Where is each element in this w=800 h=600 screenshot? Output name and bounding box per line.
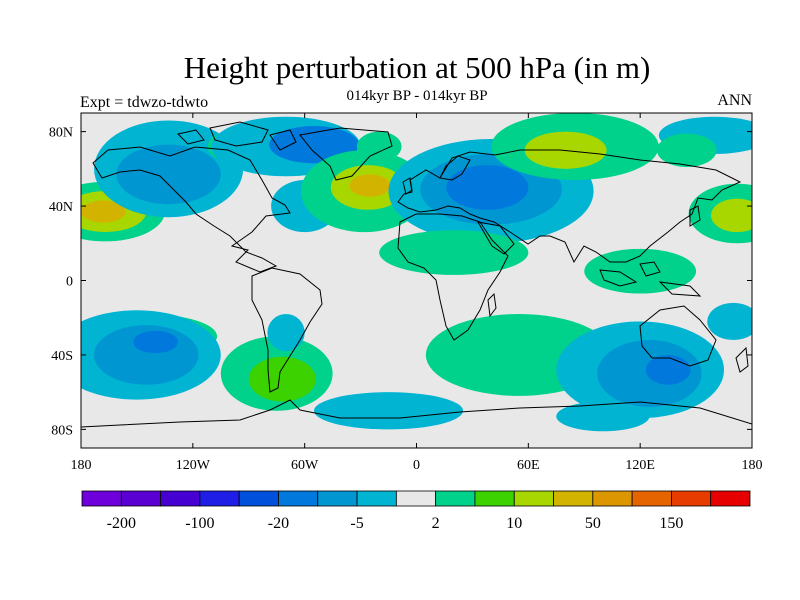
contour-region-22 <box>656 133 717 167</box>
colorbar-swatch <box>671 490 712 507</box>
lon-tick-label: 60E <box>517 458 540 473</box>
latitude-axis: 80N 40N 0 40S 80S <box>49 126 752 438</box>
lon-tick-label: 120W <box>176 458 211 473</box>
colorbar-swatch <box>395 490 437 507</box>
lat-tick-label: 40N <box>49 200 73 215</box>
lon-tick-label: 180 <box>71 458 92 473</box>
contour-region-35 <box>556 401 650 432</box>
contour-region-36 <box>707 302 752 341</box>
contour-region-14 <box>356 131 402 162</box>
colorbar-swatch <box>435 490 476 507</box>
colorbar: -200 -100 -20 -5 2 10 50 150 <box>81 490 751 532</box>
colorbar-swatch <box>631 490 672 507</box>
contour-region-29 <box>267 314 305 352</box>
contour-region-18 <box>379 230 529 275</box>
contour-region-37 <box>584 248 697 294</box>
colorbar-swatch <box>81 490 122 507</box>
colorbar-swatch <box>513 490 554 507</box>
lon-tick-label: 180 <box>742 458 763 473</box>
colorbar-label: -200 <box>107 515 136 532</box>
contour-region-9 <box>269 126 359 164</box>
contour-region-6 <box>116 144 221 205</box>
contour-region-13 <box>349 174 391 197</box>
colorbar-swatch <box>199 490 240 507</box>
subtitle: 014kyr BP - 014kyr BP <box>346 88 488 104</box>
colorbar-swatch <box>120 490 161 507</box>
colorbar-label: 150 <box>659 515 683 532</box>
experiment-label: Expt = tdwzo-tdwto <box>80 94 209 111</box>
lat-tick-label: 80S <box>51 423 73 438</box>
lon-tick-label: 120E <box>625 458 655 473</box>
colorbar-label: -5 <box>350 515 363 532</box>
colorbar-label: 2 <box>432 515 440 532</box>
season-label: ANN <box>717 92 752 109</box>
colorbar-label: 10 <box>506 515 522 532</box>
lat-tick-label: 80N <box>49 126 73 141</box>
colorbar-swatch <box>710 490 751 507</box>
colorbar-swatch <box>592 490 633 507</box>
colorbar-swatch <box>238 490 279 507</box>
colorbar-label: -100 <box>185 515 214 532</box>
lat-tick-label: 0 <box>66 275 73 290</box>
page-title: Height perturbation at 500 hPa (in m) <box>183 50 651 85</box>
contour-region-4 <box>711 198 752 233</box>
contour-region-17 <box>446 165 529 210</box>
contour-region-2 <box>81 200 126 223</box>
colorbar-swatch <box>278 490 319 507</box>
contour-region-30 <box>313 392 464 430</box>
colorbar-swatch <box>356 490 397 507</box>
colorbar-label: 50 <box>585 515 601 532</box>
lon-tick-label: 0 <box>413 458 420 473</box>
contour-region-28 <box>248 356 316 402</box>
colorbar-label: -20 <box>268 515 289 532</box>
lon-tick-label: 60W <box>291 458 319 473</box>
contour-region-34 <box>645 354 691 385</box>
colorbar-swatch <box>474 490 515 507</box>
longitude-axis: 180 120W 60W 0 60E 120E 180 <box>71 113 763 473</box>
lat-tick-label: 40S <box>51 349 73 364</box>
colorbar-swatch <box>317 490 358 507</box>
colorbar-swatch <box>553 490 594 507</box>
coastlines <box>81 121 752 428</box>
contour-region-26 <box>133 330 178 354</box>
colorbar-swatch <box>160 490 201 507</box>
